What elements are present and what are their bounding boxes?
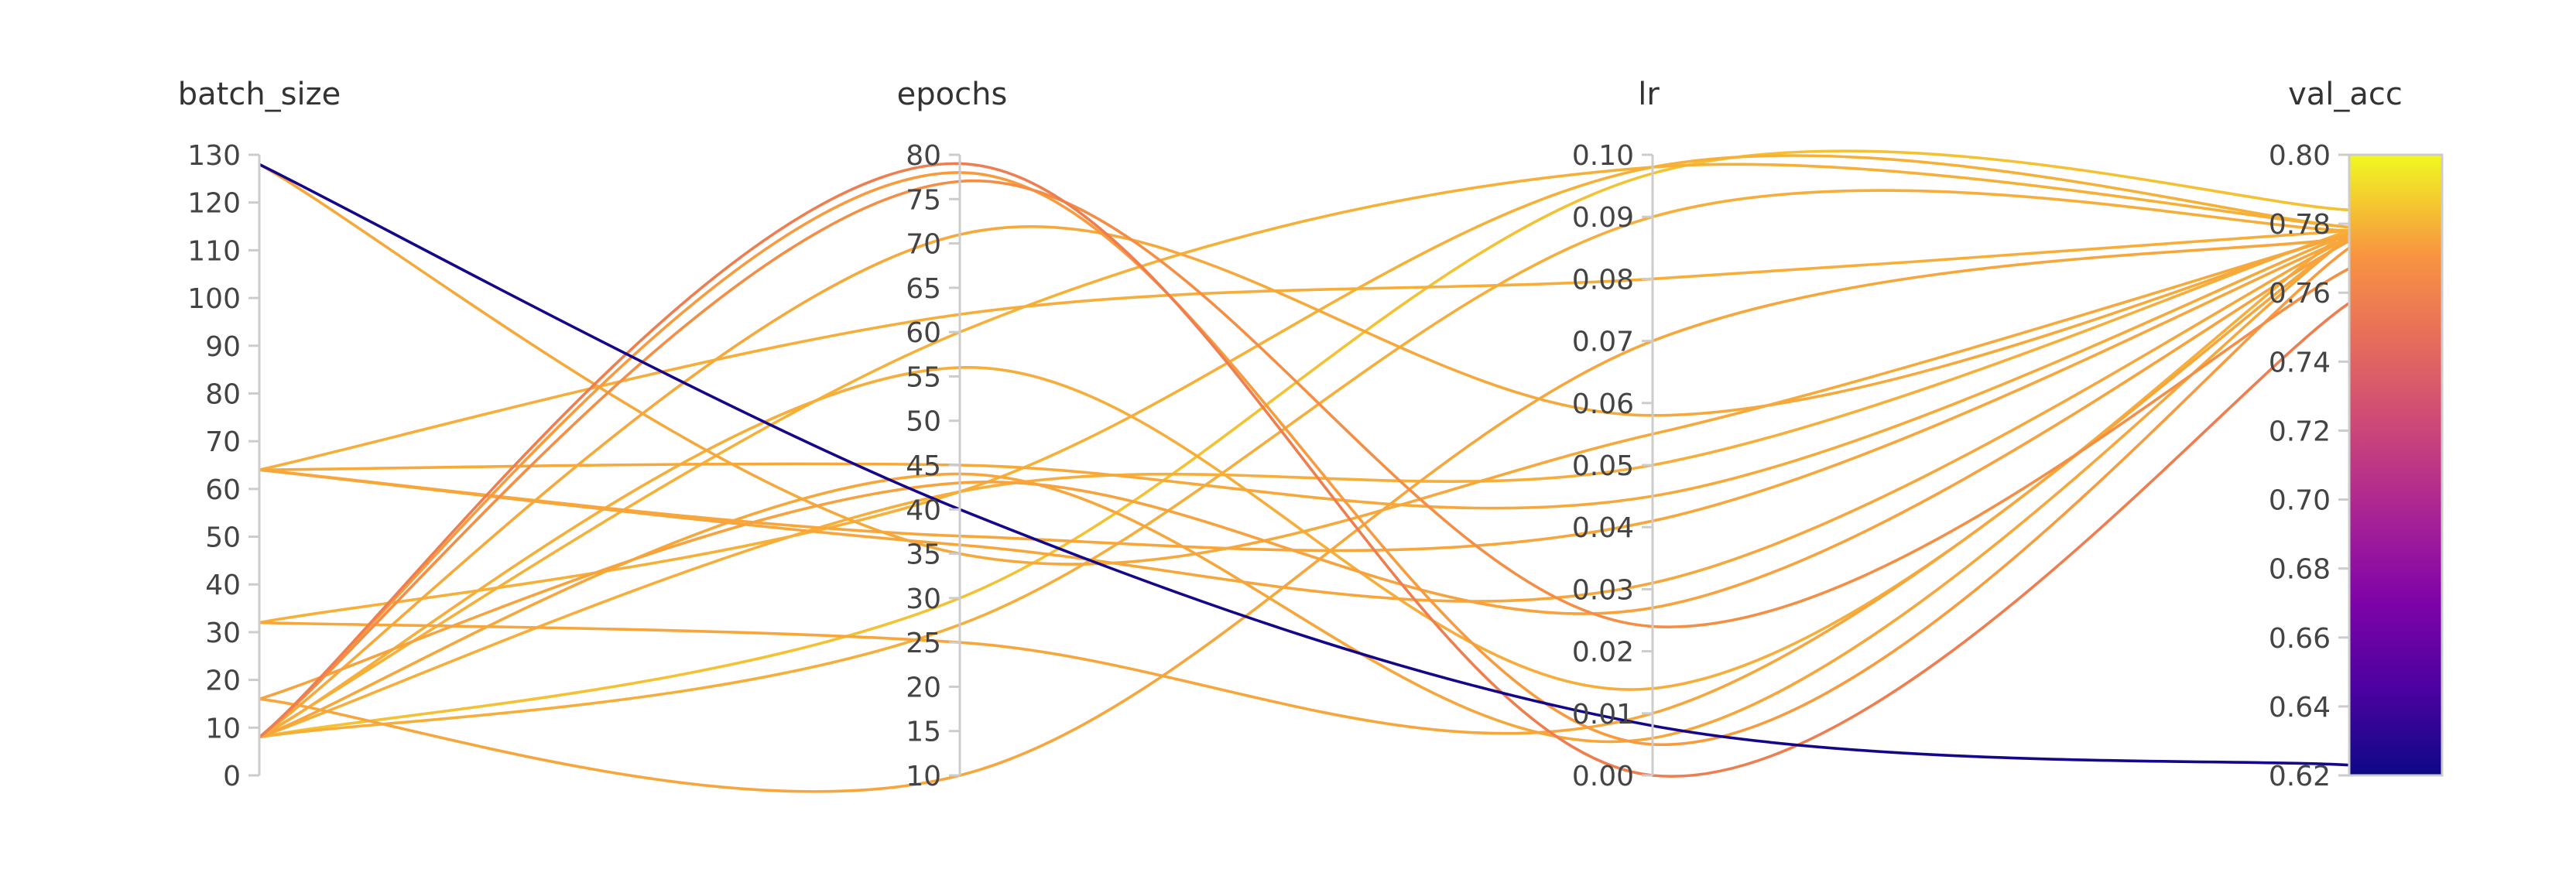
run-line [259,236,2350,603]
tick-label: 50 [205,522,241,554]
tick-label: 30 [205,618,241,649]
run-line [259,229,2350,739]
colorbar [2348,153,2444,777]
tick-label: 0.08 [1572,264,1634,296]
run-line [258,179,2350,739]
run-line [258,225,2350,739]
run-line [259,236,2351,735]
tick-label: 20 [906,672,941,703]
tick-label: 15 [906,717,941,748]
tick-label: 25 [906,628,941,659]
tick-label: 45 [906,450,941,482]
run-line [259,239,2350,701]
tick-label: 0.78 [2269,209,2331,241]
tick-label: 30 [906,583,941,615]
tick-label: 0.64 [2269,692,2331,724]
colorbar-gradient [2348,153,2444,777]
axis-title: lr [1638,77,1660,112]
tick-label: 0.05 [1572,450,1634,482]
axis-lr: lr 0.00 0.01 0.02 0.03 0.04 0.05 0.06 0.07 0.08 0.… [1572,77,1660,792]
tick-label: 20 [205,666,241,697]
tick-label: 55 [906,361,941,393]
tick-label: 0.02 [1572,637,1634,669]
run-line [259,154,2350,624]
tick-label: 0.66 [2269,623,2331,655]
tick-label: 100 [187,283,241,315]
tick-label: 40 [205,570,241,601]
run-line [259,163,2350,739]
tick-label: 0.10 [1572,140,1634,172]
tick-label: 60 [906,317,941,349]
tick-label: 0.70 [2269,485,2331,517]
tick-label: 10 [205,713,241,744]
run-line [258,162,2351,778]
axis-val-acc: val_acc 0.62 0.64 0.66 0.68 0.70 0.72 0.74 0.76 0… [2269,77,2403,792]
tick-label: 75 [906,184,941,216]
tick-label: 0.76 [2269,278,2331,310]
tick-label: 0.68 [2269,554,2331,586]
run-line [258,171,2351,746]
run-line [259,236,2351,744]
tick-label: 35 [906,539,941,571]
tick-label: 40 [906,494,941,526]
tick-label: 0.01 [1572,699,1634,731]
tick-label: 0.00 [1572,761,1634,792]
run-line [259,236,2350,793]
run-line [259,163,2350,767]
tick-label: 0.07 [1572,327,1634,358]
tick-label: 0 [223,761,241,792]
tick-label: 0.04 [1572,512,1634,544]
tick-label: 80 [205,378,241,410]
run-lines [258,149,2351,793]
axis-epochs: epochs 10 15 20 25 30 35 40 45 50 55 60 65 70 75 80 [897,77,1008,792]
tick-label: 65 [906,273,941,305]
tick-label: 0.62 [2269,761,2331,792]
tick-label: 130 [187,140,241,172]
run-line [259,229,2350,471]
tick-label: 70 [906,229,941,261]
tick-label: 90 [205,331,241,363]
run-line [259,229,2350,739]
axis-title: batch_size [178,77,341,112]
tick-label: 10 [906,761,941,792]
tick-label: 80 [906,140,941,172]
run-line [259,189,2350,739]
axis-title: val_acc [2288,77,2403,112]
tick-label: 120 [187,188,241,220]
run-line [259,163,2350,566]
tick-label: 50 [906,406,941,438]
tick-label: 0.09 [1572,202,1634,234]
axis-title: epochs [897,77,1008,112]
run-line [259,149,2350,739]
tick-label: 0.80 [2269,140,2331,172]
tick-label: 0.74 [2269,347,2331,378]
tick-label: 110 [187,235,241,267]
axis-batch-size: batch_size 0 10 20 30 40 50 60 70 80 90 100 110 120 13… [178,77,341,792]
tick-label: 0.72 [2269,416,2331,447]
axes: batch_size 0 10 20 30 40 50 60 70 80 90 100 110 120 13… [178,77,2403,792]
tick-label: 0.06 [1572,388,1634,420]
tick-label: 70 [205,426,241,458]
run-line [259,232,2350,510]
tick-label: 60 [205,474,241,506]
tick-label: 0.03 [1572,574,1634,606]
